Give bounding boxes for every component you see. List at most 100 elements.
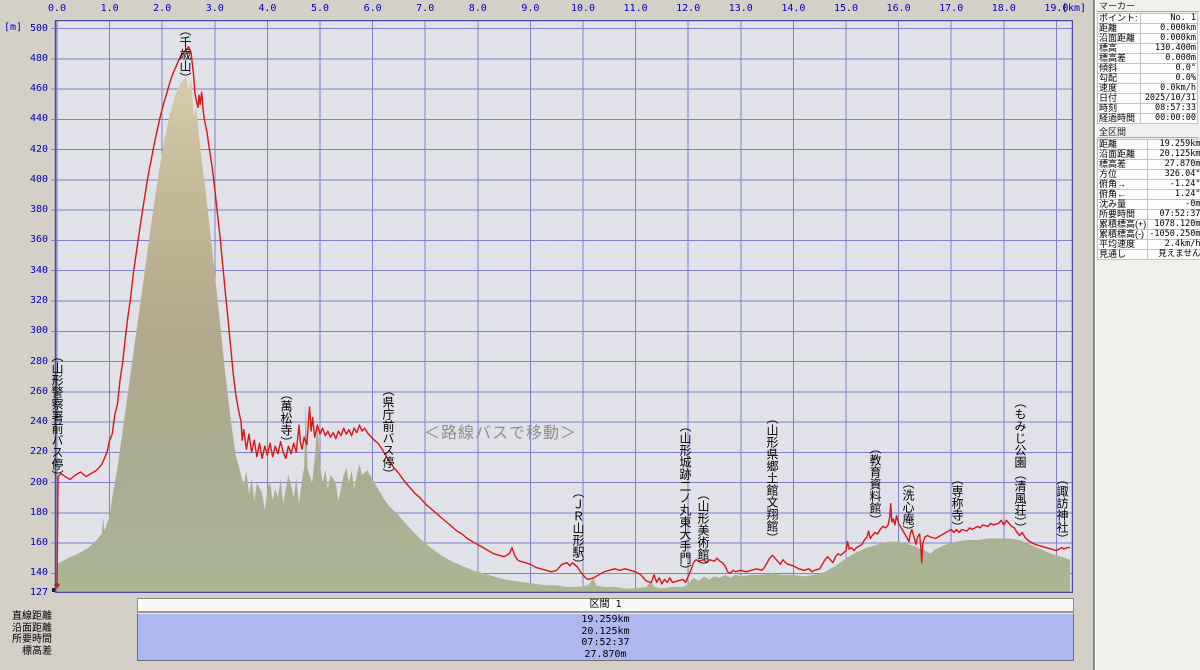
- info-value: 見えません: [1147, 249, 1200, 260]
- info-value: 0.000m: [1140, 53, 1198, 64]
- info-panel: マーカー ポイント: No. 1 距離 0.000km 沿面距離 0.000km 標高 130…: [1096, 0, 1200, 670]
- x-tick-label: 12.0: [676, 3, 701, 14]
- info-label: 傾斜: [1096, 63, 1142, 74]
- info-row: 俯角← 1.24°: [1096, 189, 1200, 200]
- waypoint-label: （諏訪神社）: [1054, 473, 1069, 545]
- info-label: 俯角←: [1096, 189, 1149, 200]
- info-value: 20.125km: [1147, 149, 1200, 160]
- y-tick-label: 300: [29, 325, 48, 336]
- info-row: 日付 2025/10/31: [1096, 93, 1198, 104]
- y-tick-label: 320: [29, 295, 48, 306]
- section-row-value: 07:52:37: [581, 637, 630, 649]
- info-label: 日付: [1096, 93, 1142, 104]
- info-row: 見通し 見えません: [1096, 249, 1200, 260]
- total-panel-title: 全区間: [1097, 126, 1199, 138]
- waypoint-label: （山形県郷土館文翔館）: [764, 412, 779, 544]
- plot-border: [54, 20, 1073, 593]
- info-row: ポイント: No. 1: [1096, 13, 1198, 24]
- info-row: 沿面距離 20.125km: [1096, 149, 1200, 160]
- total-info-table: 距離 19.259km 沿面距離 20.125km 標高差 27.870m 方位 326.04…: [1096, 139, 1200, 260]
- y-tick-label: 220: [29, 446, 48, 457]
- section-row-value: 27.870m: [584, 648, 627, 660]
- x-tick-label: 0.0: [47, 3, 67, 14]
- x-tick-label: 17.0: [939, 3, 964, 14]
- info-label: 方位: [1096, 169, 1149, 180]
- panel-divider: [1093, 0, 1096, 670]
- info-label: 距離: [1096, 139, 1149, 150]
- y-tick-label: 380: [29, 204, 48, 215]
- info-row: 累積標高(-) -1050.250m: [1096, 229, 1200, 240]
- info-label: 標高差: [1096, 53, 1142, 64]
- info-value: 00:00:00: [1140, 113, 1198, 124]
- x-tick-label: 6.0: [363, 3, 382, 14]
- section-summary-table: 区間 1 19.259km 20.125km 07:52:37 27.870m: [137, 598, 1074, 662]
- section-row-labels: 直線距離 沿面距離 所要時間 標高差: [0, 611, 52, 658]
- flag-pole-glyph: [52, 588, 55, 592]
- info-value: 0.0%: [1140, 73, 1198, 84]
- start-flag-icon: [52, 582, 61, 592]
- y-tick-label: 127: [29, 587, 48, 598]
- x-tick-label: 16.0: [886, 3, 911, 14]
- info-label: 標高差: [1096, 159, 1149, 170]
- info-row: 俯角→ -1.24°: [1096, 179, 1200, 190]
- info-value: 08:57:33: [1140, 103, 1198, 114]
- plot-area[interactable]: [49, 20, 1073, 593]
- section-row-label: 直線距離: [12, 611, 52, 622]
- info-label: 見通し: [1096, 249, 1149, 260]
- marker-info-table: ポイント: No. 1 距離 0.000km 沿面距離 0.000km 標高 130.400m…: [1096, 13, 1198, 124]
- info-label: 距離: [1096, 23, 1142, 34]
- y-tick-label: 200: [29, 477, 48, 488]
- info-value: 1078.120m: [1147, 219, 1200, 230]
- info-label: 標高: [1096, 43, 1142, 54]
- section-row-value: 19.259km: [581, 614, 630, 625]
- x-tick-label: 9.0: [521, 3, 540, 14]
- x-tick-label: 19.0: [1044, 3, 1069, 14]
- y-tick-label: 360: [29, 234, 48, 245]
- info-label: 累積標高(-): [1096, 229, 1149, 240]
- info-row: 標高差 27.870m: [1096, 159, 1200, 170]
- gps-track-line: [56, 46, 1071, 589]
- x-tick-label: 14.0: [781, 3, 806, 14]
- info-label: 速度: [1096, 83, 1142, 94]
- info-value: 0.0°: [1140, 63, 1198, 74]
- info-row: 沈み量 -0m: [1096, 199, 1200, 210]
- section-row-label: 標高差: [22, 646, 52, 658]
- marker-panel-title: マーカー: [1097, 0, 1199, 12]
- info-row: 標高 130.400m: [1096, 43, 1198, 54]
- info-row: 距離 0.000km: [1096, 23, 1198, 34]
- info-value: 326.04°: [1147, 169, 1200, 180]
- waypoint-label: （山形城跡二ノ丸東大手門）: [677, 420, 692, 576]
- waypoint-label: （教育資料館）: [867, 442, 882, 526]
- waypoint-label: （洗心庵）: [900, 477, 915, 537]
- info-row: 沿面距離 0.000km: [1096, 33, 1198, 44]
- y-tick-label: 420: [29, 144, 48, 155]
- info-label: 沿面距離: [1096, 33, 1142, 44]
- info-label: 沿面距離: [1096, 149, 1149, 160]
- info-row: 所要時間 07:52:37: [1096, 209, 1200, 220]
- y-tick-label: 340: [29, 265, 48, 276]
- section-row-value: 20.125km: [581, 625, 630, 637]
- info-value: -1050.250m: [1147, 229, 1200, 240]
- info-row: 距離 19.259km: [1096, 139, 1200, 150]
- info-label: 俯角→: [1096, 179, 1149, 190]
- waypoint-label: （専称寺）: [949, 473, 964, 533]
- info-value: 0.0km/h: [1140, 83, 1198, 94]
- y-axis-unit-label: [m]: [4, 22, 23, 33]
- info-label: ポイント:: [1096, 13, 1142, 24]
- y-tick-label: 460: [29, 83, 48, 94]
- x-tick-label: 13.0: [728, 3, 753, 14]
- x-tick-label: 1.0: [100, 3, 119, 14]
- info-value: -0m: [1147, 199, 1200, 210]
- elevation-plot-svg[interactable]: [49, 20, 1073, 593]
- waypoint-label: （山形美術館）: [695, 488, 710, 572]
- info-value: 2.4km/h: [1147, 239, 1200, 250]
- info-value: 27.870m: [1147, 159, 1200, 170]
- info-row: 経過時間 00:00:00: [1096, 113, 1198, 124]
- info-row: 累積標高(+) 1078.120m: [1096, 219, 1200, 230]
- info-label: 勾配: [1096, 73, 1142, 84]
- y-tick-label: 500: [29, 23, 48, 34]
- y-tick-label: 160: [29, 537, 48, 548]
- info-row: 勾配 0.0%: [1096, 73, 1198, 84]
- x-tick-label: 18.0: [991, 3, 1016, 14]
